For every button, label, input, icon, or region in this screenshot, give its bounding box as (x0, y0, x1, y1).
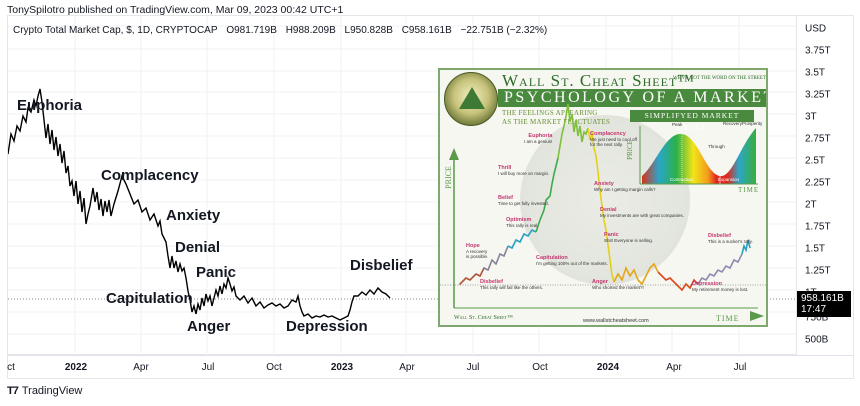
time-axis[interactable]: ct 2022 Apr Jul Oct 2023 Apr Jul Oct 202… (7, 355, 854, 379)
stage-anger: Anger Who shorted the market?! (592, 279, 644, 290)
stage-anxiety: Anxiety Why am I getting margin calls? (594, 181, 656, 192)
mini-contraction-label: Contraction (670, 177, 694, 182)
bar-countdown: 17:47 (801, 304, 827, 315)
ohlc-close: C958.161B (401, 25, 452, 36)
price-tick: 1.75T (805, 221, 831, 233)
time-tick: 2024 (596, 362, 620, 373)
price-tick: 750B (805, 312, 829, 324)
stage-depression: Depression My retirement money is lost. (692, 281, 749, 292)
phase-panic: Panic (196, 264, 237, 281)
time-tick: Apr (133, 362, 149, 373)
phase-euphoria: Euphoria (17, 97, 83, 114)
market-cycle-infographic: Wall St. Cheat Sheet™ WE'VE GOT THE WORD… (438, 68, 768, 327)
inset-brand: Wall St. Cheat Sheet™ (502, 71, 695, 90)
price-tick: 3.5T (805, 67, 826, 79)
mini-recovery-label: Recovery (723, 121, 743, 126)
inset-price-label: PRICE (443, 166, 453, 189)
time-tick: Jul (733, 362, 747, 373)
ohlc-open: O981.719B (226, 25, 277, 36)
time-tick: Oct (266, 362, 282, 373)
price-tick: 3.25T (805, 89, 831, 101)
price-tick: 1.25T (805, 265, 831, 277)
price-tick: 2.25T (805, 177, 831, 189)
price-tick: 2.75T (805, 133, 831, 145)
symbol-legend[interactable]: Crypto Total Market Cap, $, 1D, CRYPTOCA… (13, 25, 553, 36)
cycle-chart (440, 103, 766, 321)
time-tick: 2022 (64, 362, 88, 373)
pyramid-seal-logo (444, 72, 498, 126)
ohlc-change: −22.751B (−2.32%) (460, 25, 548, 36)
stage-optimism: Optimism This rally is real. (506, 217, 539, 228)
phase-anger: Anger (187, 318, 231, 335)
stage-euphoria: Euphoria I am a genius! (524, 133, 553, 144)
mini-prosperity-label: Prosperity (742, 121, 763, 126)
phase-denial: Denial (175, 239, 221, 256)
symbol-name: Crypto Total Market Cap, $, 1D, CRYPTOCA… (13, 25, 218, 36)
inset-title: PSYCHOLOGY OF A MARKET CYCLE (498, 89, 766, 107)
mini-time-label: TIME (738, 186, 760, 194)
price-line (8, 88, 391, 321)
inset-tagline: WE'VE GOT THE WORD ON THE STREET (673, 76, 767, 81)
mini-through-label: Through (708, 144, 725, 149)
stage-hope: Hope A recovery is possible. (466, 243, 489, 259)
price-tick: 2T (805, 199, 817, 211)
ohlc-low: L950.828B (344, 25, 393, 36)
watermark-seal (520, 115, 690, 285)
stage-belief: Belief Time to get fully invested. (498, 195, 549, 206)
price-tick: 2.5T (805, 155, 826, 167)
time-tick: Apr (666, 362, 682, 373)
inset-subtitle: THE FEELINGS APPEARING AS THE MARKET FLU… (502, 109, 610, 127)
last-price-value: 958.161B (801, 293, 844, 304)
price-tick: 500B (805, 334, 829, 346)
stage-thrill: Thrill I will buy more on margin. (498, 165, 550, 176)
time-tick: Apr (399, 362, 415, 373)
inset-url: www.wallstcheatsheet.com (583, 318, 649, 324)
price-tick: 3T (805, 111, 817, 123)
mini-expansion-label: Expansion (718, 177, 740, 182)
phase-anxiety: Anxiety (166, 207, 221, 224)
price-tick: 3.75T (805, 45, 831, 57)
price-tick: 1.5T (805, 243, 826, 255)
tradingview-logo[interactable]: T7 TradingView (7, 385, 82, 397)
stage-panic: Panic Shit! Everyone is selling. (604, 232, 654, 243)
time-tick: 2023 (330, 362, 354, 373)
phase-capitulation: Capitulation (106, 290, 193, 307)
inset-footer-brand: Wall St. Cheat Sheet™ (454, 315, 513, 321)
simplified-title: SIMPLIFYED MARKET CYCLE (630, 110, 754, 132)
last-price-tag: 958.161B 17:47 (797, 291, 851, 317)
phase-depression: Depression (286, 318, 368, 335)
stage-capitulation: Capitulation I'm getting 100% out of the … (536, 255, 608, 266)
mini-cycle-chart (639, 126, 758, 185)
time-tick: ct (7, 362, 15, 373)
publisher-line: TonySpilotro published on TradingView.co… (7, 4, 344, 16)
time-tick: Jul (201, 362, 215, 373)
tradingview-label: TradingView (21, 385, 83, 397)
axis-currency: USD (805, 23, 827, 35)
stage-complacency: Complacency We just need to cool off for t… (590, 131, 637, 147)
stage-disbelief-1: Disbelief This rally will fail like the o… (480, 279, 544, 290)
stage-disbelief-2: Disbelief This is a sucker's rally. (708, 233, 753, 244)
inset-subtitle-line1: THE FEELINGS APPEARING (502, 109, 598, 117)
mini-peak-label: Peak (672, 122, 683, 127)
ohlc-high: H988.209B (285, 25, 336, 36)
inset-time-label: TIME (716, 314, 740, 323)
time-tick: Oct (532, 362, 548, 373)
inset-subtitle-line2: AS THE MARKET FLUCTUATES (502, 118, 611, 126)
tradingview-icon: T7 (7, 385, 19, 397)
phase-disbelief: Disbelief (350, 257, 413, 274)
phase-complacency: Complacency (101, 167, 199, 184)
stage-denial: Denial My investments are with great comp… (600, 207, 685, 218)
time-tick: Jul (466, 362, 480, 373)
